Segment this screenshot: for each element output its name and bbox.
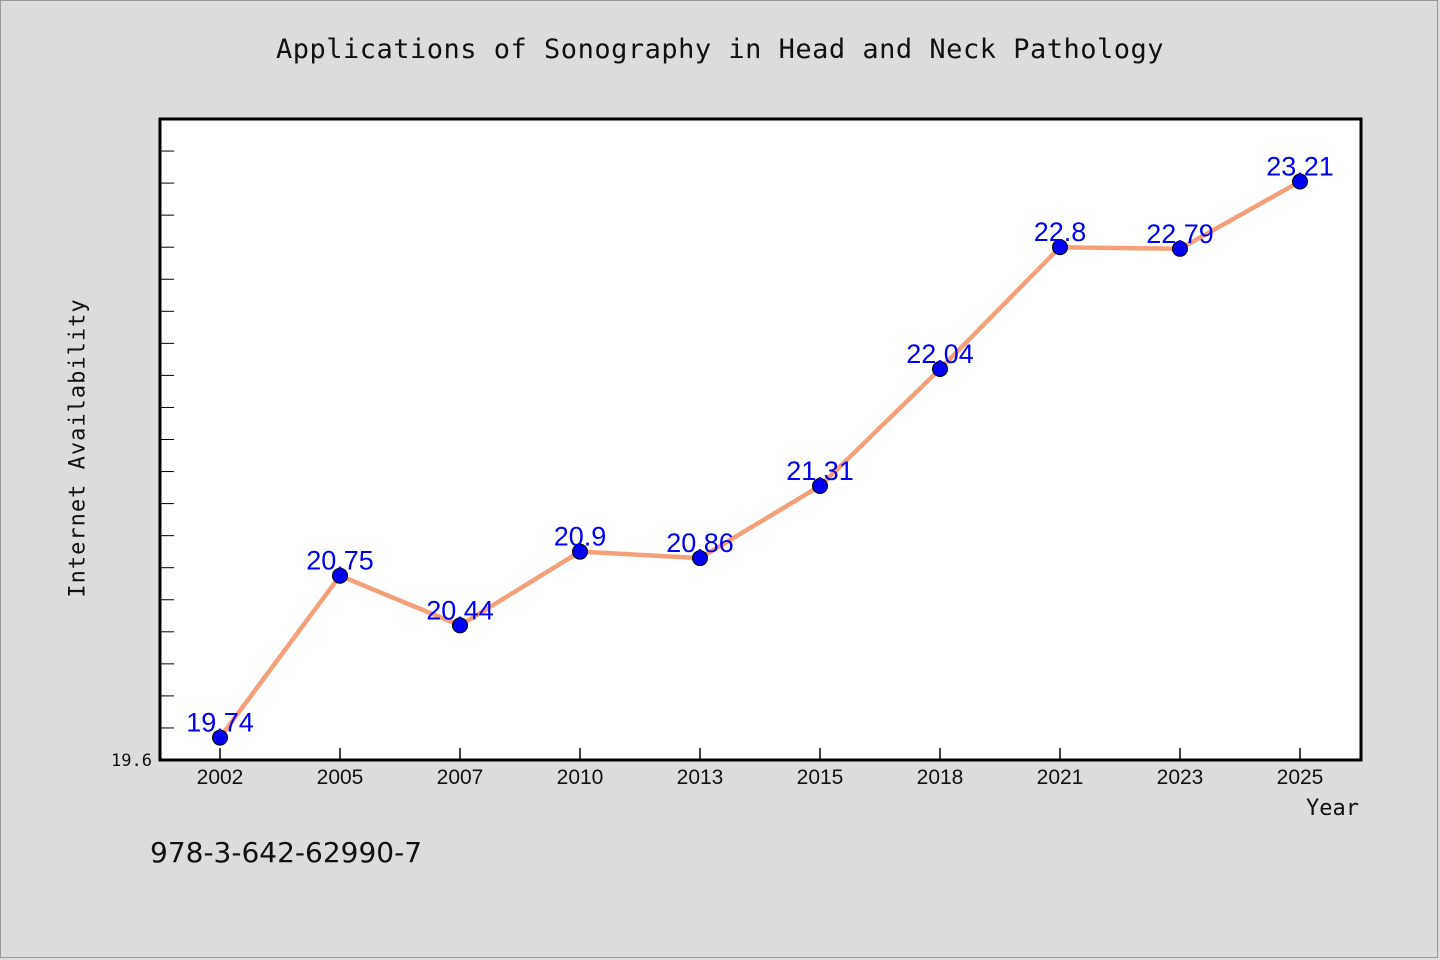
series-line-group — [217, 179, 1303, 740]
data-point — [332, 567, 348, 584]
series-line — [217, 179, 1303, 740]
isbn-footer: 978-3-642-62990-7 — [150, 836, 423, 869]
data-label: 20.86 — [666, 528, 734, 558]
data-label: 21.31 — [786, 456, 854, 486]
data-point — [692, 550, 708, 567]
x-tick-label: 2018 — [917, 766, 964, 789]
x-tick-label: 2013 — [677, 766, 724, 789]
markers-group — [212, 173, 1308, 746]
x-tick-label: 2025 — [1277, 766, 1324, 789]
x-tick-label: 2005 — [317, 766, 364, 789]
data-label: 20.9 — [554, 522, 607, 552]
y-tick-label: 19.6 — [111, 751, 152, 771]
data-labels-group: 19.74 20.75 20.44 20.9 20.86 21.31 22.04 22.8 22… — [186, 151, 1334, 737]
data-point — [932, 360, 948, 377]
x-tick-label: 2010 — [557, 766, 604, 789]
y-axis-ticks: 19.6 — [111, 118, 174, 771]
x-tick-label: 2007 — [437, 766, 484, 789]
x-tick-label: 2015 — [797, 766, 844, 789]
chart-title: Applications of Sonography in Head and N… — [275, 34, 1165, 65]
x-tick-label: 2023 — [1157, 766, 1204, 789]
data-label: 19.74 — [186, 708, 254, 738]
x-tick-label: 2021 — [1037, 766, 1084, 789]
data-label: 22.79 — [1146, 219, 1214, 249]
data-label: 20.44 — [426, 595, 494, 625]
data-point — [572, 543, 588, 560]
data-point — [452, 617, 468, 634]
data-point — [1172, 240, 1188, 257]
plot-area — [158, 117, 1363, 762]
data-label: 23.21 — [1266, 151, 1334, 181]
data-point — [1292, 173, 1308, 190]
x-axis-ticks: 2002 2005 2007 2010 2013 2015 2018 2021 2023 2025 — [197, 748, 1324, 789]
data-label: 22.04 — [906, 339, 974, 369]
x-axis-label: Year — [1306, 796, 1359, 821]
data-label: 22.8 — [1034, 217, 1087, 247]
x-tick-label: 2002 — [197, 766, 244, 789]
data-point — [212, 729, 228, 746]
data-label: 20.75 — [306, 546, 374, 576]
data-point — [812, 477, 828, 494]
data-point — [1052, 239, 1068, 256]
